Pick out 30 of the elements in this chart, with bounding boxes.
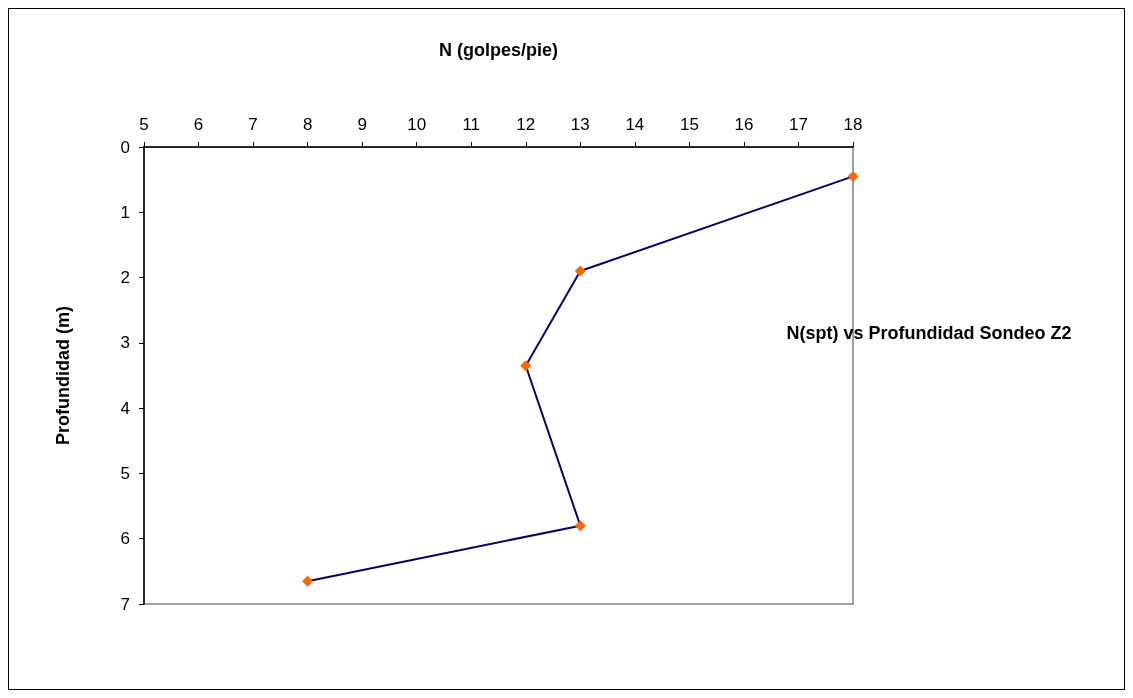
text: N(spt) vs Profundidad Sondeo Z2 — [786, 323, 1072, 343]
y-tick-label: 5 — [120, 463, 130, 483]
point — [302, 575, 314, 587]
x-tick-label: 9 — [357, 115, 367, 134]
x-tick-label: 15 — [679, 115, 699, 134]
x-tick-label: 18 — [843, 115, 863, 134]
y-tick-label: 7 — [120, 594, 130, 614]
x-tick-label: 14 — [625, 115, 645, 134]
y-tick-label: 6 — [120, 529, 130, 549]
x-tick-label: 7 — [248, 115, 258, 134]
y-tick-label: 0 — [120, 137, 130, 157]
x-tick-label: 16 — [734, 115, 754, 134]
x-axis-title: N (golpes/pie) — [438, 40, 559, 60]
y-tick-label: 4 — [120, 398, 130, 418]
point — [574, 520, 586, 532]
point — [847, 170, 859, 182]
y-axis-title: Profundidad (m) — [53, 306, 73, 445]
x-tick-label: 13 — [570, 115, 590, 134]
x-tick-label: 6 — [193, 115, 204, 134]
x-tick-label: 5 — [139, 115, 149, 134]
point — [520, 360, 532, 372]
point — [574, 265, 586, 277]
x-tick-label: 10 — [407, 115, 427, 134]
y-tick-label: 1 — [120, 202, 130, 222]
x-tick-label: 12 — [516, 115, 536, 134]
x-tick-label: 8 — [302, 115, 313, 134]
x-tick-label: 17 — [789, 115, 808, 134]
y-tick-label: 3 — [120, 333, 130, 353]
y-tick-label: 2 — [120, 268, 130, 288]
x-tick-label: 11 — [462, 115, 481, 134]
